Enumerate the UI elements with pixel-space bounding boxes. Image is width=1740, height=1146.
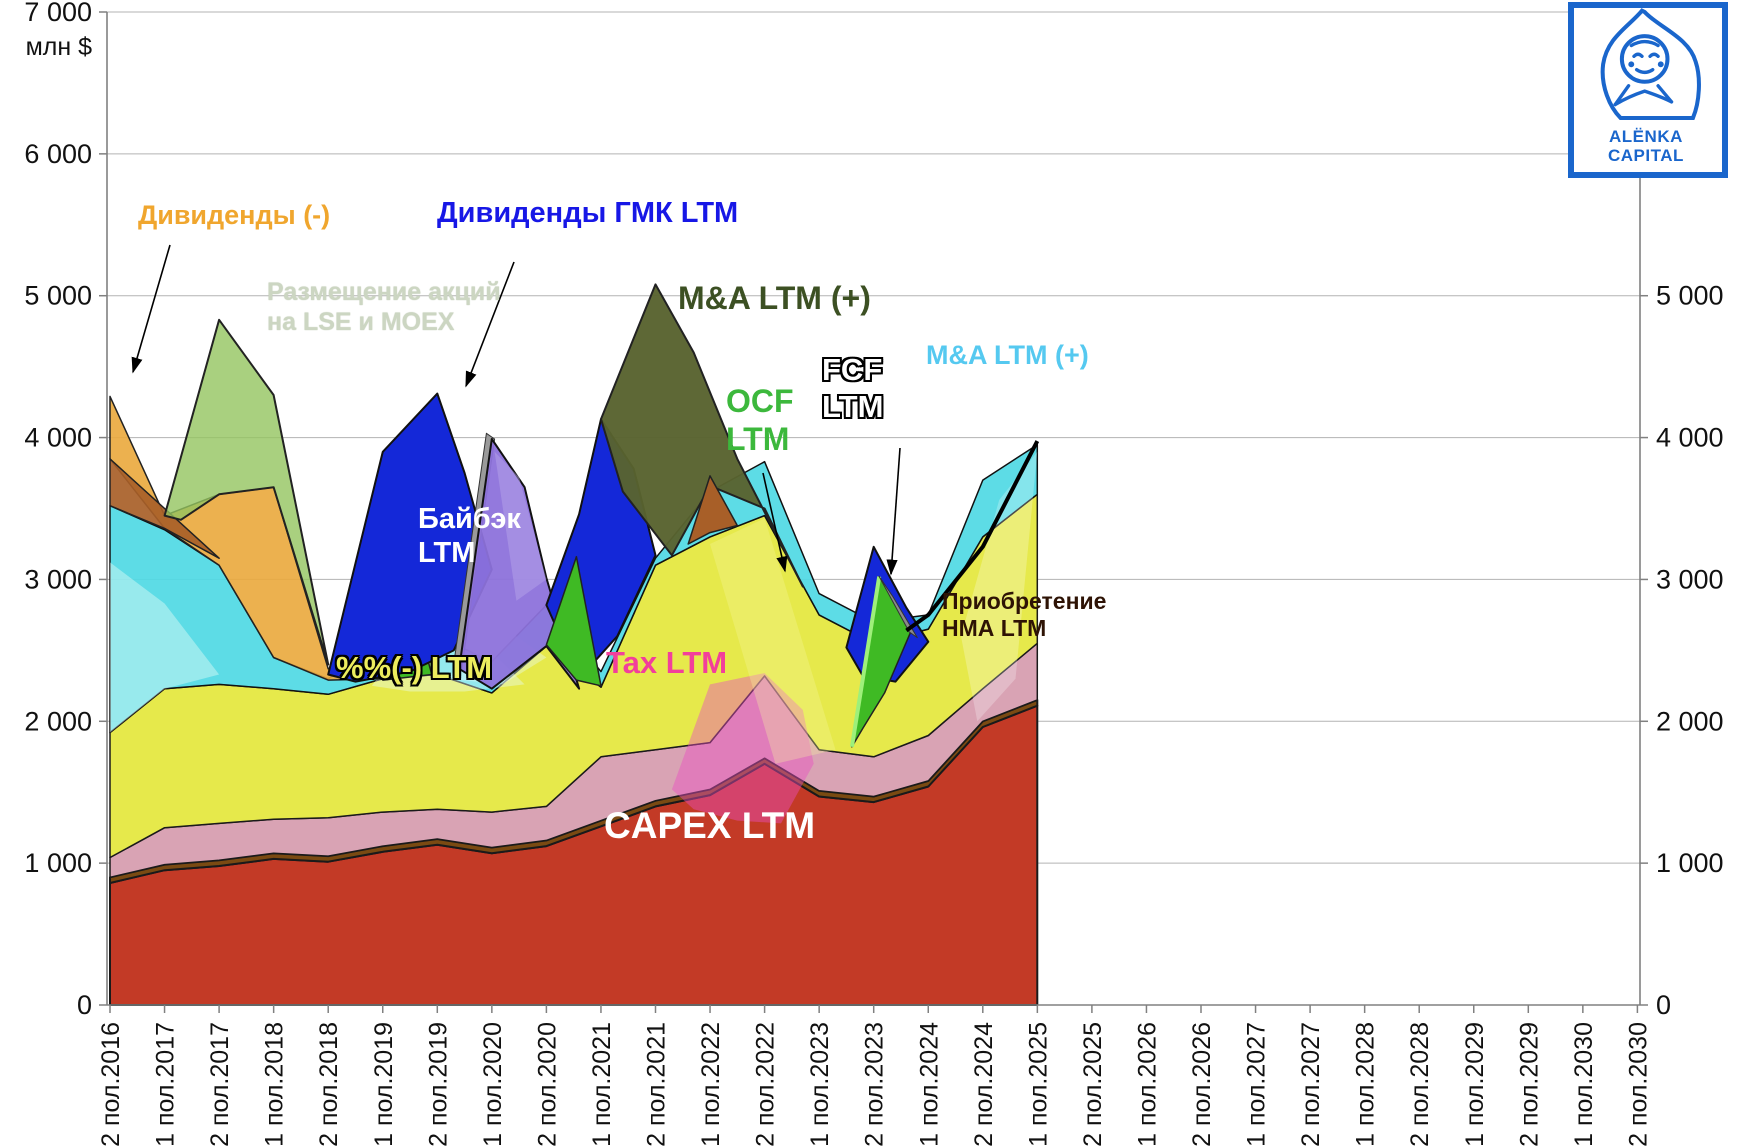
x-axis-label: 1 пол.2021	[588, 1022, 616, 1146]
x-axis-label: 2 пол.2021	[643, 1022, 671, 1146]
x-axis-label: 2 пол.2017	[206, 1022, 234, 1146]
annotation-arrows	[131, 244, 901, 576]
y-axis-label-right: 4 000	[1656, 423, 1724, 453]
area-placement-lse	[163, 318, 330, 666]
x-axis-label: 2 пол.2030	[1624, 1022, 1652, 1146]
x-axis-label: 2 пол.2028	[1406, 1022, 1434, 1146]
x-axis-label: 2 пол.2023	[861, 1022, 889, 1146]
alenka-capital-logo: ALЁNKA CAPITAL	[1568, 2, 1728, 178]
label-ma-cyan: M&A LTM (+)	[926, 340, 1089, 370]
y-axis-label-left: 3 000	[24, 564, 92, 594]
x-axis-label: 2 пол.2020	[533, 1022, 561, 1146]
line-fcf	[905, 440, 1040, 633]
y-axis-label-left: 6 000	[24, 139, 92, 169]
y-axis-unit: млн $	[26, 33, 93, 61]
x-axis-label: 2 пол.2018	[315, 1022, 343, 1146]
area-ocf-2	[545, 555, 602, 687]
label-capex: CAPEX LTM	[604, 805, 816, 846]
label-gmk-dividends: Дивиденды ГМК LTM	[437, 197, 739, 229]
x-axis-label: 1 пол.2024	[915, 1022, 943, 1146]
y-axis-label-left: 4 000	[24, 423, 92, 453]
label-fcf: FCF LTM	[822, 352, 884, 424]
overlay-white-pale	[961, 451, 1038, 722]
series-areas	[109, 283, 1040, 1006]
logo-line2: CAPITAL	[1608, 146, 1684, 166]
y-axis-label-left: 7 000	[24, 0, 92, 27]
x-axis-label: 2 пол.2022	[752, 1022, 780, 1146]
area-ma-olive	[600, 283, 804, 588]
x-axis-label: 1 пол.2030	[1570, 1022, 1598, 1146]
x-axis-label: 2 пол.2024	[970, 1022, 998, 1146]
x-axis-label: 1 пол.2028	[1352, 1022, 1380, 1146]
label-nma: Приобретение НМА LTM	[942, 588, 1107, 642]
y-axis-label-right: 5 000	[1656, 281, 1724, 311]
arrow-gmk	[465, 261, 515, 388]
x-axis-label: 2 пол.2029	[1515, 1022, 1543, 1146]
arrow-dividends	[131, 244, 171, 374]
label-placement: Размещение акций на LSE и MOEX	[267, 278, 501, 336]
x-axis-label: 1 пол.2027	[1243, 1022, 1271, 1146]
overlay-buyback-light	[494, 451, 547, 601]
x-axis-label: 1 пол.2019	[370, 1022, 398, 1146]
x-axis-label: 1 пол.2023	[806, 1022, 834, 1146]
x-axis-label: 1 пол.2017	[152, 1022, 180, 1146]
label-ma-olive: M&A LTM (+)	[678, 280, 871, 316]
x-axis-label: 2 пол.2016	[97, 1022, 125, 1146]
label-tax: Tax LTM	[606, 645, 728, 680]
label-interest: %%(-) LTM	[336, 650, 493, 685]
label-dividends: Дивиденды (-)	[138, 200, 331, 230]
y-axis-label-left: 0	[77, 990, 92, 1020]
x-axis-label: 1 пол.2026	[1133, 1022, 1161, 1146]
y-axis-label-right: 3 000	[1656, 564, 1724, 594]
x-axis-label: 1 пол.2018	[261, 1022, 289, 1146]
x-axis-label: 2 пол.2027	[1297, 1022, 1325, 1146]
area-gray-sliver-2	[878, 576, 918, 639]
axes: 7 000 6 000 5 000 4 000 3 000 2 000 1 000 0 5 00…	[24, 0, 1723, 1146]
x-axis-label: 1 пол.2020	[479, 1022, 507, 1146]
y-axis-label-left: 1 000	[24, 848, 92, 878]
overlay-cyan-pale-1	[110, 562, 220, 733]
overlay-tax-magenta	[671, 673, 814, 824]
x-axis-label: 2 пол.2019	[424, 1022, 452, 1146]
x-axis-label: 1 пол.2025	[1024, 1022, 1052, 1146]
overlay-yellow-pale	[710, 518, 836, 764]
logo-text: ALЁNKA CAPITAL	[1608, 127, 1684, 166]
y-axis-label-left: 2 000	[24, 706, 92, 736]
area-brown-peak	[687, 475, 739, 545]
arrow-ocf	[762, 472, 788, 573]
y-axis-label-right: 0	[1656, 990, 1671, 1020]
area-brown-band	[109, 458, 220, 559]
line-ocf-3-edge	[849, 576, 882, 748]
x-axis-label: 2 пол.2026	[1188, 1022, 1216, 1146]
y-axis-label-left: 5 000	[24, 281, 92, 311]
logo-line1: ALЁNKA	[1609, 126, 1683, 146]
y-axis-label-right: 1 000	[1656, 848, 1724, 878]
matryoshka-icon	[1600, 8, 1701, 120]
label-buyback: Байбэк LTM	[418, 503, 521, 570]
x-axis-label: 1 пол.2029	[1461, 1022, 1489, 1146]
x-axis-label: 1 пол.2022	[697, 1022, 725, 1146]
y-axis-label-right: 2 000	[1656, 706, 1724, 736]
arrow-fcf	[886, 447, 901, 576]
label-ocf: OCF LTM	[726, 383, 794, 457]
x-axis-label: 2 пол.2025	[1079, 1022, 1107, 1146]
